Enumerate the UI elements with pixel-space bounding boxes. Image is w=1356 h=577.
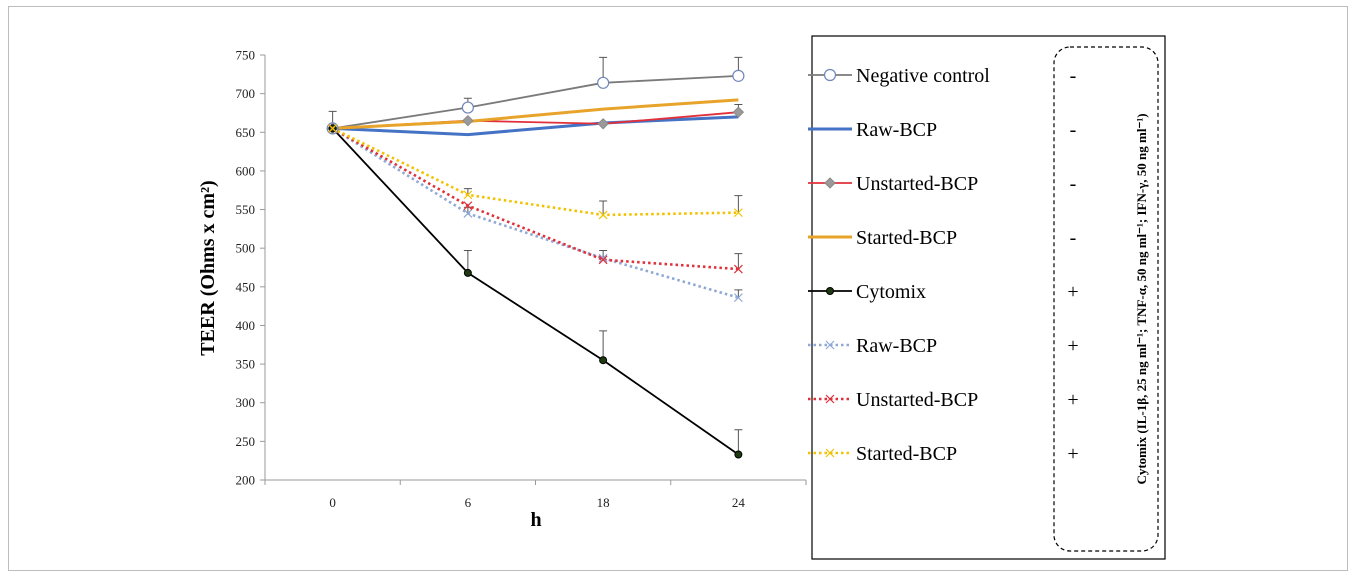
figure-frame	[8, 6, 1348, 571]
y-tick-label: 250	[236, 434, 256, 449]
data-point	[598, 253, 608, 263]
y-tick-label: 500	[236, 241, 256, 256]
data-point	[463, 268, 472, 277]
data-point	[597, 118, 609, 130]
legend-label: Started-BCP	[856, 443, 957, 465]
data-point	[598, 210, 608, 220]
data-point	[599, 356, 608, 365]
legend-label: Raw-BCP	[856, 335, 937, 357]
data-point	[463, 190, 473, 200]
data-point	[732, 106, 745, 118]
y-tick-label: 650	[236, 125, 256, 140]
x-tick-label: 0	[329, 495, 336, 510]
legend-cytomix-sign: -	[1070, 119, 1077, 141]
data-point	[598, 255, 608, 265]
data-point	[328, 123, 338, 133]
y-tick-label: 700	[236, 86, 256, 101]
error-bar	[734, 429, 743, 455]
error-bar	[734, 253, 743, 270]
y-tick-label: 300	[236, 395, 256, 410]
data-point	[734, 450, 743, 459]
x-tick-label: 24	[732, 495, 746, 510]
y-tick-label: 200	[236, 473, 256, 488]
data-point	[733, 293, 743, 303]
data-point	[463, 208, 473, 218]
data-point	[597, 76, 610, 89]
series-line-7	[332, 127, 739, 217]
legend-marker	[824, 177, 836, 189]
legend-cytomix-sign: -	[1070, 65, 1077, 87]
legend-marker	[825, 394, 835, 404]
series-line-1	[332, 115, 739, 137]
error-bar	[599, 330, 608, 361]
legend-marker	[825, 448, 835, 458]
legend-marker	[826, 287, 834, 295]
legend-cytomix-sign: +	[1067, 335, 1078, 357]
series-line-5	[331, 127, 739, 299]
data-point	[463, 201, 473, 211]
legend-label: Started-BCP	[856, 227, 957, 249]
legend-label: Raw-BCP	[856, 119, 937, 141]
data-point	[462, 114, 474, 127]
error-bar	[599, 200, 608, 215]
legend-box	[811, 35, 1166, 560]
data-point	[733, 208, 743, 218]
legend-label: Cytomix	[856, 281, 926, 303]
error-bar	[463, 206, 472, 214]
series-line-3	[332, 98, 739, 130]
legend-cytomix-sign: +	[1067, 389, 1078, 411]
error-bar	[734, 195, 743, 213]
cytomix-dashed-box	[1053, 46, 1159, 552]
y-tick-label: 600	[236, 163, 256, 178]
legend-label: Unstarted-BCP	[856, 389, 978, 411]
legend-marker	[825, 340, 835, 350]
legend-marker	[823, 68, 837, 82]
data-point	[733, 264, 743, 274]
y-tick-label: 550	[236, 202, 256, 217]
series-line-4	[331, 127, 739, 456]
legend-cytomix-sign: -	[1070, 173, 1077, 195]
legend-cytomix-sign: +	[1067, 443, 1078, 465]
legend-cytomix-sign: -	[1070, 227, 1077, 249]
y-axis-title: TEER (Ohms x cm²)	[197, 180, 219, 355]
x-tick-label: 18	[597, 495, 610, 510]
x-axis-title: h	[530, 509, 541, 531]
legend-label: Negative control	[856, 65, 990, 87]
y-tick-label: 450	[236, 279, 256, 294]
y-tick-label: 350	[236, 357, 256, 372]
x-tick-label: 6	[465, 495, 472, 510]
legend-label: Unstarted-BCP	[856, 173, 978, 195]
data-point	[732, 69, 745, 82]
y-tick-label: 400	[236, 318, 256, 333]
error-bar	[734, 289, 743, 298]
legend-cytomix-sign: +	[1067, 281, 1078, 303]
series-line-0	[332, 74, 739, 130]
data-point	[461, 101, 474, 114]
cytomix-note: Cytomix (IL-1β, 25 ng ml⁻¹; TNF-α, 50 ng…	[1134, 113, 1149, 484]
y-tick-label: 750	[236, 48, 256, 63]
series-line-6	[331, 127, 739, 271]
